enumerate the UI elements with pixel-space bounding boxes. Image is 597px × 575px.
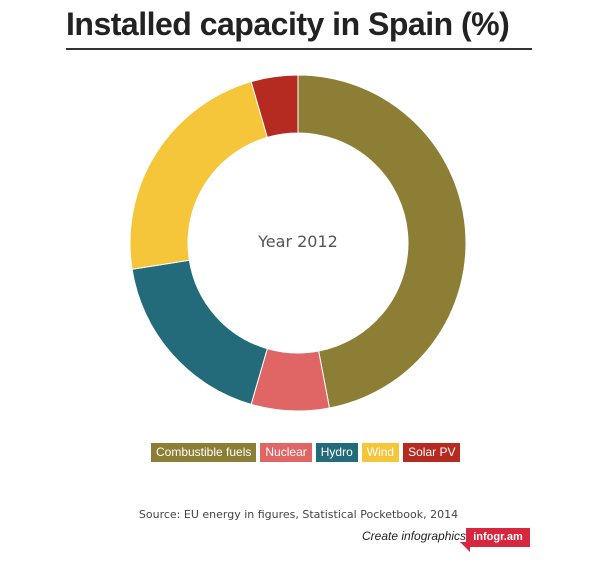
donut-slice-hydro <box>131 259 268 405</box>
legend-item-solar-pv: Solar PV <box>403 443 461 462</box>
donut-slice-combustible-fuels <box>297 74 467 409</box>
title-underline <box>66 48 532 50</box>
infogram-brand-badge[interactable]: infogr.am <box>466 528 530 547</box>
legend-item-nuclear: Nuclear <box>260 443 312 462</box>
legend-item-wind: Wind <box>361 443 400 462</box>
donut-slice-wind <box>129 81 268 270</box>
chart-title: Installed capacity in Spain (%) <box>66 6 510 42</box>
legend: Combustible fuels Nuclear Hydro Wind Solar P… <box>151 443 461 462</box>
donut-slice-solar-pv <box>250 74 299 138</box>
legend-item-combustible-fuels: Combustible fuels <box>151 443 257 462</box>
donut-slices <box>129 74 467 412</box>
center-label: Year 2012 <box>257 232 338 251</box>
legend-item-hydro: Hydro <box>315 443 358 462</box>
brand-badge-tail <box>460 542 470 552</box>
create-infographics-link[interactable]: Create infographics <box>362 529 467 543</box>
source-note: Source: EU energy in figures, Statistica… <box>138 508 459 521</box>
